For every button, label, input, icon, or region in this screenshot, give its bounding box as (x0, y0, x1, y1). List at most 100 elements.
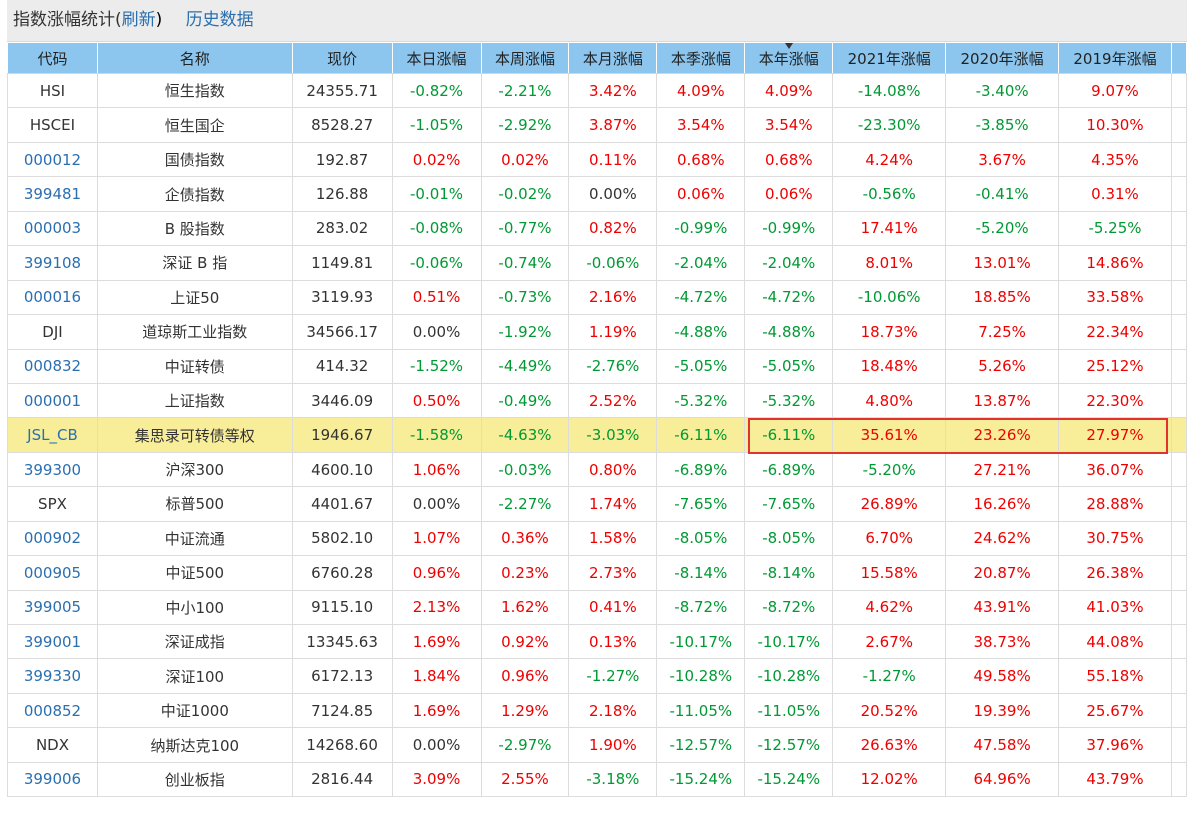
change-cell: 18.73% (832, 314, 947, 350)
row-filler (1170, 727, 1187, 763)
table-row: 000003 B 股指数 283.02 -0.08% -0.77% 0.82% -0.99%… (7, 210, 1187, 247)
change-cell: -6.89% (656, 451, 746, 488)
column-header[interactable]: 本月涨幅 (568, 42, 658, 74)
change-cell: -2.27% (480, 486, 570, 522)
table-row: 399330 深证100 6172.13 1.84% 0.96% -1.27% -10.28… (7, 658, 1187, 694)
code-cell[interactable]: 399330 (7, 658, 98, 694)
change-cell: -10.17% (656, 623, 746, 660)
change-cell: -7.65% (744, 486, 834, 522)
change-cell: -10.06% (832, 279, 947, 316)
code-cell[interactable]: HSI (7, 72, 98, 109)
code-cell[interactable]: 000012 (7, 141, 98, 178)
code-cell[interactable]: 399006 (7, 761, 98, 798)
change-cell: 12.02% (832, 761, 947, 798)
change-cell: -0.02% (480, 176, 570, 212)
price-cell: 3119.93 (291, 279, 393, 316)
price-cell: 1946.67 (291, 417, 393, 453)
change-cell: 0.02% (480, 141, 570, 178)
table-row: 399006 创业板指 2816.44 3.09% 2.55% -3.18% -15.24%… (7, 761, 1187, 798)
name-cell: 道琼斯工业指数 (96, 314, 293, 350)
code-cell[interactable]: SPX (7, 486, 98, 522)
row-filler (1170, 417, 1187, 453)
change-cell: 43.91% (945, 589, 1060, 626)
code-cell[interactable]: 399481 (7, 176, 98, 212)
code-cell[interactable]: 399300 (7, 451, 98, 488)
table-row: 000852 中证1000 7124.85 1.69% 1.29% 2.18% -11.05… (7, 692, 1187, 729)
change-cell: 3.42% (568, 72, 658, 109)
change-cell: 0.31% (1058, 176, 1172, 212)
change-cell: -5.32% (656, 382, 746, 419)
refresh-link[interactable]: 刷新 (121, 10, 156, 30)
change-cell: 13.01% (945, 245, 1060, 281)
column-header[interactable]: 2019年涨幅 (1058, 42, 1172, 74)
change-cell: 64.96% (945, 761, 1060, 798)
name-cell: 纳斯达克100 (96, 727, 293, 763)
code-cell[interactable]: 000001 (7, 382, 98, 419)
name-cell: 标普500 (96, 486, 293, 522)
change-cell: -10.17% (744, 623, 834, 660)
price-cell: 6172.13 (291, 658, 393, 694)
change-cell: -0.74% (480, 245, 570, 281)
code-cell[interactable]: 399108 (7, 245, 98, 281)
code-cell[interactable]: 000902 (7, 520, 98, 557)
table-row: 399108 深证 B 指 1149.81 -0.06% -0.74% -0.06% -2.… (7, 245, 1187, 281)
table-row: 000001 上证指数 3446.09 0.50% -0.49% 2.52% -5.32% -… (7, 382, 1187, 419)
column-header[interactable]: 代码 (7, 42, 98, 74)
price-cell: 1149.81 (291, 245, 393, 281)
code-cell[interactable]: 000832 (7, 348, 98, 384)
change-cell: -5.25% (1058, 210, 1172, 247)
code-cell[interactable]: 000016 (7, 279, 98, 316)
change-cell: -3.03% (568, 417, 658, 453)
change-cell: -2.92% (480, 107, 570, 143)
column-header[interactable]: 2020年涨幅 (945, 42, 1060, 74)
price-cell: 24355.71 (291, 72, 393, 109)
code-cell[interactable]: 000852 (7, 692, 98, 729)
name-cell: 创业板指 (96, 761, 293, 798)
code-cell[interactable]: 000905 (7, 555, 98, 591)
change-cell: 41.03% (1058, 589, 1172, 626)
change-cell: 0.11% (568, 141, 658, 178)
column-header[interactable]: 本季涨幅 (656, 42, 746, 74)
code-cell[interactable]: 399001 (7, 623, 98, 660)
row-filler (1170, 348, 1187, 384)
history-link[interactable]: 历史数据 (185, 10, 254, 30)
change-cell: 4.24% (832, 141, 947, 178)
column-header[interactable]: 现价 (291, 42, 393, 74)
change-cell: 4.09% (744, 72, 834, 109)
change-cell: 3.54% (656, 107, 746, 143)
price-cell: 6760.28 (291, 555, 393, 591)
change-cell: -3.85% (945, 107, 1060, 143)
change-cell: 0.02% (391, 141, 482, 178)
title: 指数涨幅统计( (13, 10, 122, 30)
row-filler (1170, 589, 1187, 626)
price-cell: 14268.60 (291, 727, 393, 763)
change-cell: 19.39% (945, 692, 1060, 729)
code-cell[interactable]: DJI (7, 314, 98, 350)
column-header[interactable]: 2021年涨幅 (832, 42, 947, 74)
code-cell[interactable]: NDX (7, 727, 98, 763)
change-cell: -14.08% (832, 72, 947, 109)
name-cell: 深证 B 指 (96, 245, 293, 281)
column-header[interactable]: 名称 (96, 42, 293, 74)
column-header[interactable]: 本年涨幅 (744, 42, 834, 74)
code-cell[interactable]: JSL_CB (7, 417, 98, 453)
row-filler (1170, 279, 1187, 316)
code-cell[interactable]: 399005 (7, 589, 98, 626)
table-row: 000832 中证转债 414.32 -1.52% -4.49% -2.76% -5.05%… (7, 348, 1187, 384)
row-filler (1170, 141, 1187, 178)
change-cell: 27.97% (1058, 417, 1172, 453)
change-cell: 0.00% (391, 314, 482, 350)
code-cell[interactable]: 000003 (7, 210, 98, 247)
row-filler (1170, 107, 1187, 143)
row-filler (1170, 245, 1187, 281)
column-header[interactable]: 本周涨幅 (480, 42, 570, 74)
column-header[interactable]: 本日涨幅 (391, 42, 482, 74)
code-cell[interactable]: HSCEI (7, 107, 98, 143)
change-cell: 28.88% (1058, 486, 1172, 522)
price-cell: 8528.27 (291, 107, 393, 143)
change-cell: 37.96% (1058, 727, 1172, 763)
row-filler (1170, 72, 1187, 109)
change-cell: 10.30% (1058, 107, 1172, 143)
change-cell: -2.97% (480, 727, 570, 763)
